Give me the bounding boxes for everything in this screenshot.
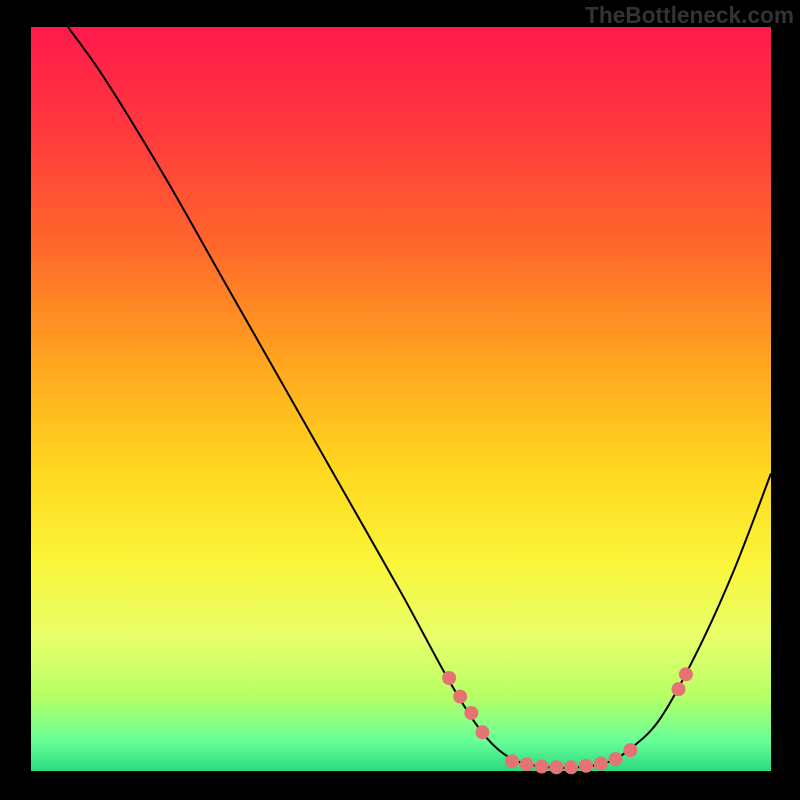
marker-dot [679, 667, 693, 681]
marker-dot [623, 743, 637, 757]
watermark-text: TheBottleneck.com [585, 2, 794, 29]
chart-container: TheBottleneck.com [0, 0, 800, 800]
marker-dot [549, 760, 563, 774]
marker-dot [453, 690, 467, 704]
marker-dot [609, 752, 623, 766]
chart-svg [0, 0, 800, 800]
marker-dot [442, 671, 456, 685]
marker-dot [535, 760, 549, 774]
marker-dot [464, 706, 478, 720]
marker-dot [564, 760, 578, 774]
marker-dot [594, 757, 608, 771]
marker-dot [579, 759, 593, 773]
marker-dot [520, 757, 534, 771]
marker-dot [475, 725, 489, 739]
marker-dot [672, 682, 686, 696]
marker-dot [505, 754, 519, 768]
